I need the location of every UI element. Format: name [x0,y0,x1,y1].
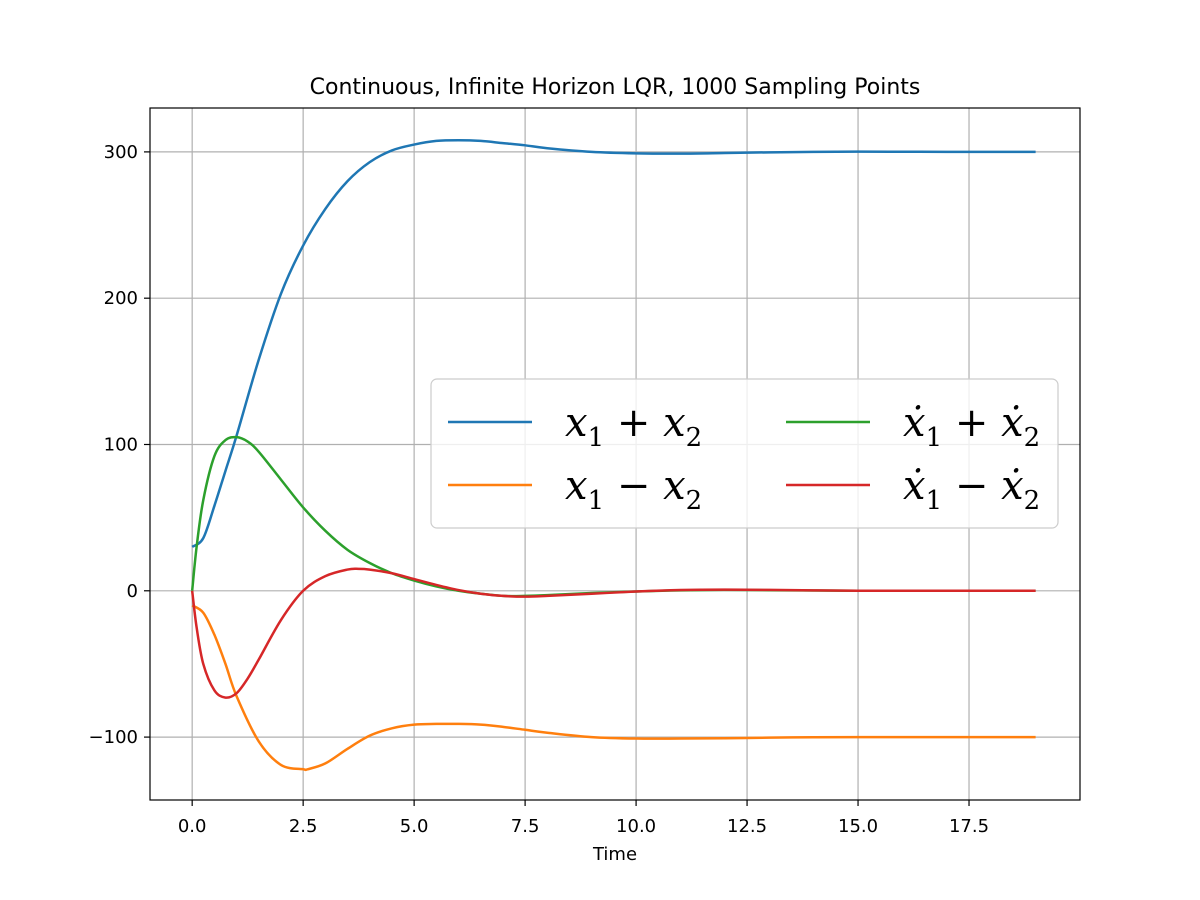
legend-operator: − [604,463,663,509]
legend-var: ẋ [1001,463,1024,509]
legend-var: x [663,400,686,446]
x-tick-label: 17.5 [949,816,989,837]
y-tick-label: 100 [104,434,138,455]
legend-subscript: 1 [926,423,943,453]
legend-label: ẋ1 − ẋ2 [903,463,1040,516]
x-axis-label: Time [592,844,637,865]
legend-subscript: 1 [926,486,943,516]
legend-var: ẋ [1001,400,1024,446]
y-axis: −100 0 100 200 300 [89,142,150,748]
plot-frame [149,107,1081,801]
legend-label: x1 + x2 [565,400,702,453]
x-tick-label: 7.5 [511,816,540,837]
legend-subscript: 1 [588,486,605,516]
legend-label: x1 − x2 [565,463,702,516]
x-tick-label: 12.5 [727,816,767,837]
y-tick-label: 300 [104,142,138,163]
series-line-4 [190,567,1036,699]
legend-box [430,378,1059,529]
chart-title: Continuous, Infinite Horizon LQR, 1000 S… [310,75,921,100]
y-tick-label: −100 [89,727,138,748]
legend-operator: − [942,463,1001,509]
legend-subscript: 1 [588,423,605,453]
x-tick-label: 2.5 [289,816,318,837]
y-tick-label: 0 [127,581,138,602]
x-tick-label: 5.0 [400,816,429,837]
x-tick-label: 15.0 [838,816,878,837]
legend-var: ẋ [903,463,926,509]
legend-subscript: 2 [1024,423,1041,453]
legend-var: ẋ [903,400,926,446]
legend-label: ẋ1 + ẋ2 [903,400,1040,453]
legend-var: x [565,463,588,509]
series-line-1 [191,138,1036,548]
legend-var: x [565,400,588,446]
series-layer [190,138,1036,772]
legend-var: x [663,463,686,509]
x-axis: 0.0 2.5 5.0 7.5 10.0 12.5 15.0 17.5 [178,800,989,837]
legend-subscript: 2 [686,486,703,516]
series-line-2 [191,604,1036,772]
legend-operator: + [942,400,1001,446]
legend-subscript: 2 [686,423,703,453]
x-tick-label: 0.0 [178,816,207,837]
x-tick-label: 10.0 [616,816,656,837]
legend-operator: + [604,400,663,446]
legend-subscript: 2 [1024,486,1041,516]
y-tick-label: 200 [104,288,138,309]
